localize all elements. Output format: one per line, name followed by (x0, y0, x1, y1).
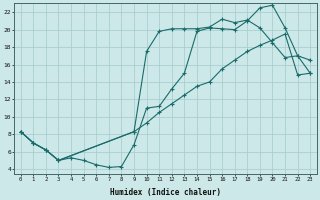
X-axis label: Humidex (Indice chaleur): Humidex (Indice chaleur) (110, 188, 221, 197)
